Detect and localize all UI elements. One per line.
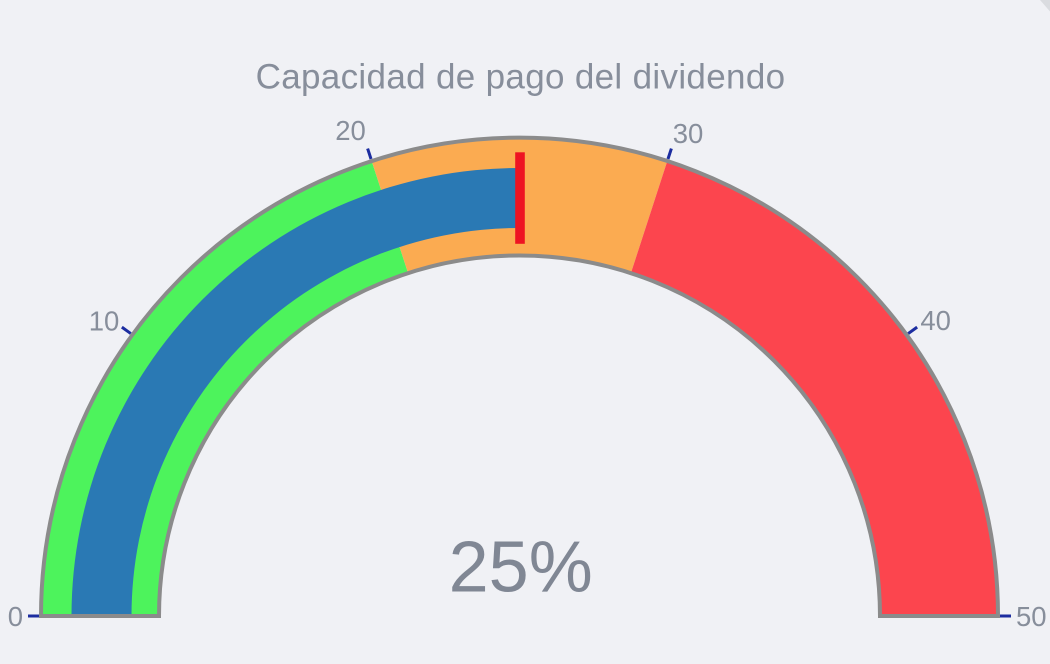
svg-text:10: 10 — [89, 306, 120, 337]
svg-text:25%: 25% — [449, 528, 593, 608]
svg-text:20: 20 — [335, 115, 366, 146]
svg-text:Capacidad de pago del dividend: Capacidad de pago del dividendo — [256, 58, 786, 97]
svg-text:0: 0 — [8, 601, 23, 632]
svg-text:30: 30 — [673, 118, 704, 149]
svg-text:50: 50 — [1016, 601, 1047, 632]
svg-text:40: 40 — [920, 305, 951, 336]
